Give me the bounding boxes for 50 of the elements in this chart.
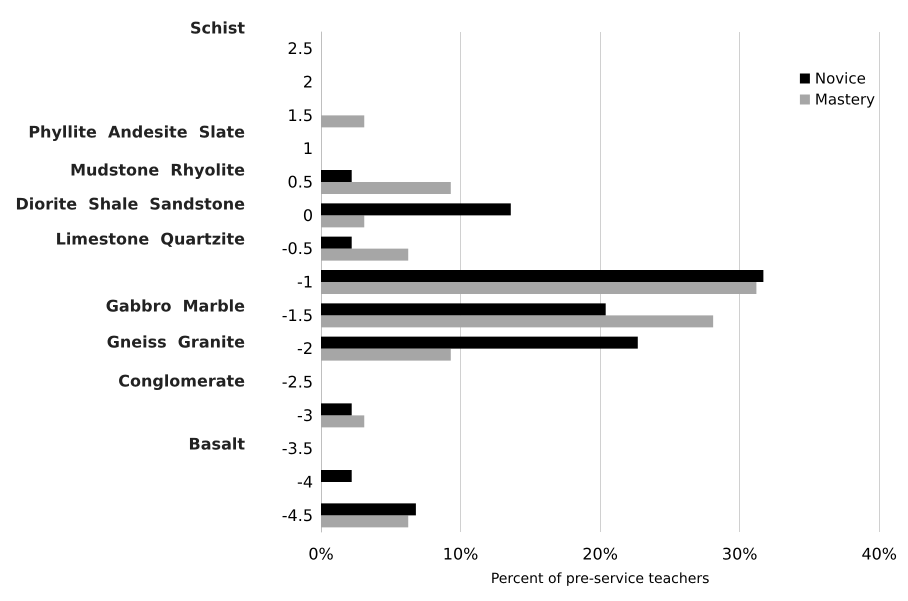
- text: Phyllite Andesite Slate: [28, 122, 246, 142]
- y-tick-label: -3: [297, 406, 313, 425]
- bar: [321, 270, 764, 282]
- bar: [321, 348, 451, 361]
- bar: [321, 215, 364, 228]
- text: Gabbro Marble: [106, 296, 246, 316]
- x-tick-label: 20%: [582, 544, 618, 564]
- y-tick-label: 1: [302, 139, 313, 158]
- y-tick-label: -1: [297, 272, 313, 292]
- legend-label: Mastery: [814, 90, 876, 108]
- y-tick-label: -2.5: [282, 372, 313, 392]
- bar: [321, 236, 352, 249]
- bar: [321, 170, 352, 182]
- legend-label: Novice: [814, 70, 866, 88]
- bar: [321, 515, 408, 528]
- bar: [321, 115, 364, 128]
- bar: [321, 303, 606, 316]
- x-tick-label: 30%: [722, 544, 758, 564]
- bar: [321, 248, 408, 261]
- x-tick-label: 0%: [308, 544, 334, 564]
- y-tick-label: 2: [302, 72, 313, 92]
- y-tick-label: 0.5: [288, 172, 313, 192]
- x-tick-label: 10%: [442, 544, 478, 564]
- y-tick-label: -3.5: [282, 439, 313, 458]
- text: Mudstone Rhyolite: [70, 160, 246, 180]
- x-axis-title: Percent of pre-service teachers: [490, 571, 710, 587]
- bar: [321, 503, 416, 516]
- bar: [321, 203, 511, 216]
- y-tick-label: 0: [302, 206, 313, 225]
- text: Schist: [190, 18, 246, 38]
- text: Gneiss Granite: [106, 332, 246, 352]
- text: Basalt: [188, 434, 246, 454]
- y-tick-label: -4: [297, 472, 313, 492]
- bar: [321, 415, 364, 428]
- y-tick-label: -1.5: [282, 306, 313, 325]
- y-tick-label: 1.5: [288, 106, 313, 125]
- bar: [321, 182, 451, 194]
- y-tick-label: -2: [297, 339, 313, 358]
- y-tick-label: -4.5: [282, 506, 313, 525]
- bar: [321, 470, 352, 482]
- x-tick-label: 40%: [861, 544, 897, 564]
- bar: [321, 315, 714, 328]
- y-tick-label: -0.5: [282, 239, 313, 258]
- bar: [321, 403, 352, 416]
- text: Diorite Shale Sandstone: [15, 194, 246, 214]
- y-tick-label: 2.5: [288, 39, 313, 58]
- text: Conglomerate: [118, 372, 246, 390]
- bar: [321, 282, 756, 294]
- bar: [321, 336, 638, 349]
- text: Limestone Quartzite: [56, 230, 246, 248]
